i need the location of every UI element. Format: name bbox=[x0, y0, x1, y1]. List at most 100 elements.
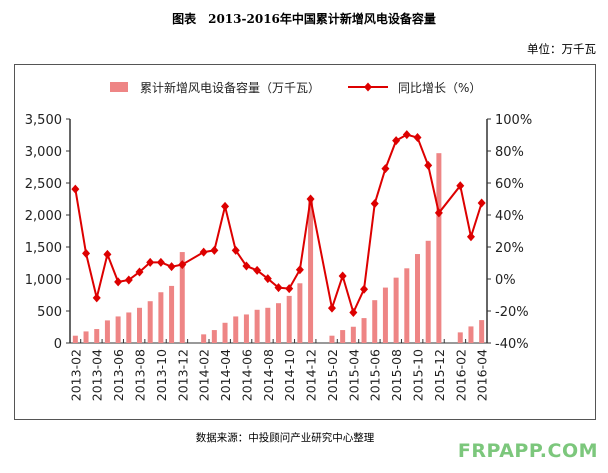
line-marker bbox=[210, 245, 219, 255]
line-marker bbox=[349, 307, 358, 317]
line-marker bbox=[381, 164, 390, 174]
bar bbox=[222, 322, 228, 343]
left-tick-label: 1,500 bbox=[25, 241, 62, 256]
source-note: 数据来源：中投顾问产业研究中心整理 bbox=[195, 432, 375, 444]
x-tick-label: 2014-08 bbox=[261, 349, 276, 401]
line-marker bbox=[263, 274, 272, 284]
bar bbox=[340, 330, 346, 343]
bar bbox=[361, 318, 367, 343]
chart-frame bbox=[14, 64, 596, 420]
left-tick-label: 2,000 bbox=[25, 209, 62, 224]
x-tick-label: 2013-10 bbox=[154, 349, 169, 401]
legend-bar-swatch bbox=[110, 82, 128, 92]
bar bbox=[286, 295, 292, 343]
line-marker bbox=[124, 275, 133, 285]
line-marker bbox=[167, 262, 176, 272]
x-tick-label: 2013-12 bbox=[175, 349, 190, 401]
bar bbox=[115, 316, 121, 343]
line-marker bbox=[231, 245, 240, 255]
bar bbox=[308, 199, 314, 343]
left-tick-label: 3,000 bbox=[25, 145, 62, 160]
right-tick-label: 40% bbox=[495, 209, 524, 224]
bar bbox=[211, 330, 217, 343]
watermark: FRPAPP.COM bbox=[457, 440, 598, 462]
chart-title: 图表 2013-2016年中国累计新增风电设备容量 bbox=[172, 12, 436, 26]
line-marker bbox=[242, 261, 251, 271]
x-tick-label: 2016-04 bbox=[475, 349, 490, 401]
right-tick-label: 60% bbox=[495, 177, 524, 192]
x-tick-label: 2016-02 bbox=[453, 349, 468, 401]
x-tick-label: 2015-08 bbox=[389, 349, 404, 401]
line-marker bbox=[82, 248, 91, 258]
x-tick-label: 2014-02 bbox=[197, 349, 212, 401]
bar bbox=[457, 332, 463, 343]
line-marker bbox=[306, 194, 315, 204]
line-marker bbox=[146, 257, 155, 267]
line-marker bbox=[424, 160, 433, 170]
line-marker bbox=[434, 208, 443, 218]
line-marker bbox=[360, 284, 369, 294]
line-marker bbox=[338, 271, 347, 281]
bar bbox=[104, 320, 110, 343]
line-marker bbox=[92, 293, 101, 303]
x-tick-label: 2014-04 bbox=[218, 349, 233, 401]
bar bbox=[137, 307, 142, 343]
line-marker bbox=[135, 267, 144, 277]
x-tick-label: 2015-06 bbox=[368, 349, 383, 401]
line-marker bbox=[402, 130, 411, 140]
bar bbox=[350, 326, 356, 343]
right-tick-label: -40% bbox=[495, 337, 529, 352]
line-marker bbox=[295, 265, 304, 275]
x-tick-label: 2014-12 bbox=[304, 349, 319, 401]
bar bbox=[479, 320, 485, 343]
line-marker bbox=[114, 277, 123, 287]
line-marker bbox=[274, 283, 283, 293]
left-tick-label: 500 bbox=[37, 305, 62, 320]
bar bbox=[404, 268, 410, 343]
x-tick-label: 2015-02 bbox=[325, 349, 340, 401]
right-tick-label: 100% bbox=[495, 113, 532, 128]
line-marker bbox=[103, 249, 112, 259]
x-tick-label: 2013-02 bbox=[68, 349, 83, 401]
x-tick-label: 2014-10 bbox=[282, 349, 297, 401]
bar bbox=[297, 283, 303, 343]
bar bbox=[72, 335, 78, 343]
bar bbox=[254, 309, 260, 343]
right-tick-label: 20% bbox=[495, 241, 524, 256]
bar bbox=[158, 292, 164, 343]
line-marker bbox=[392, 136, 401, 146]
line-marker bbox=[253, 265, 262, 275]
line-marker bbox=[156, 257, 165, 267]
bar bbox=[276, 303, 281, 343]
bar bbox=[83, 331, 89, 343]
x-tick-label: 2013-06 bbox=[111, 349, 126, 401]
right-tick-label: -20% bbox=[495, 305, 529, 320]
x-tick-label: 2014-06 bbox=[239, 349, 254, 401]
bar bbox=[382, 287, 388, 343]
line-marker bbox=[221, 201, 230, 211]
line-marker bbox=[456, 181, 465, 191]
bar bbox=[169, 285, 175, 343]
x-tick-label: 2015-10 bbox=[411, 349, 426, 401]
left-tick-label: 2,500 bbox=[25, 177, 62, 192]
bar bbox=[265, 307, 271, 343]
bar bbox=[243, 314, 249, 343]
bar bbox=[233, 316, 239, 343]
left-tick-label: 0 bbox=[54, 337, 62, 352]
legend-bar-label: 累计新增风电设备容量（万千瓦） bbox=[140, 80, 320, 95]
line-marker bbox=[370, 199, 379, 209]
bar bbox=[201, 334, 207, 343]
line-marker bbox=[477, 198, 486, 208]
bar bbox=[425, 240, 431, 343]
x-tick-label: 2013-08 bbox=[133, 349, 148, 401]
line-marker bbox=[178, 260, 187, 270]
bar bbox=[147, 301, 153, 343]
right-tick-label: 0% bbox=[495, 273, 516, 288]
line-marker bbox=[466, 232, 475, 242]
left-tick-label: 1,000 bbox=[25, 273, 62, 288]
line-marker bbox=[327, 303, 336, 313]
x-tick-label: 2015-04 bbox=[346, 349, 361, 401]
legend-line-label: 同比增长（%） bbox=[398, 81, 481, 95]
x-tick-label: 2013-04 bbox=[90, 349, 105, 401]
